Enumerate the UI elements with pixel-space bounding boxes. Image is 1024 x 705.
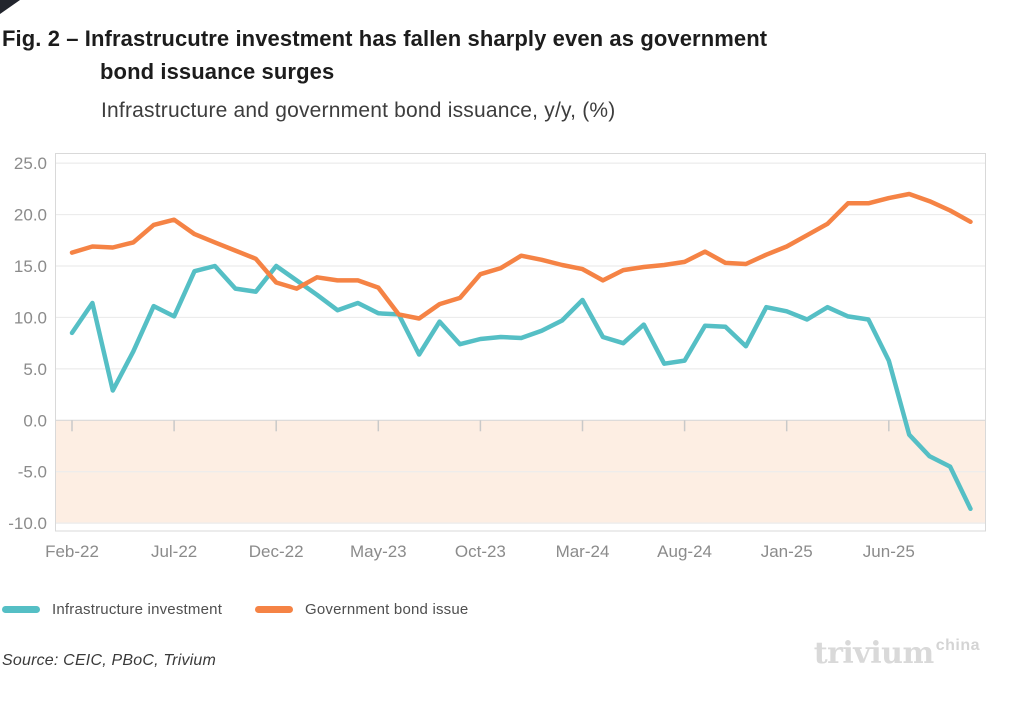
series-line-government-bond-issue [69,191,973,321]
y-tick-label: 5.0 [23,360,47,379]
chart-area: 25.0 20.0 15.0 10.0 5.0 0.0 -5.0 -10.0 Feb-22 Jul… [0,140,1024,580]
y-tick-label: -10.0 [8,514,47,533]
y-tick-label: 0.0 [23,411,47,430]
chart-subtitle: Infrastructure and government bond issua… [101,99,616,122]
y-axis-labels: 25.0 20.0 15.0 10.0 5.0 0.0 -5.0 -10.0 [8,154,47,533]
x-tick-label: Jun-25 [863,542,915,561]
x-tick-label: Mar-24 [556,542,610,561]
y-tick-label: 10.0 [14,308,47,327]
logo-suffix-text: china [935,637,980,654]
legend-item-infrastructure-investment: Infrastructure investment [2,597,222,621]
figure-title-line2: bond issuance surges [100,59,335,84]
logo-brand-text: trivium [813,636,934,671]
x-tick-label: Jan-25 [761,542,813,561]
plot-border [55,153,986,532]
infrastructure-bond-line-chart: 25.0 20.0 15.0 10.0 5.0 0.0 -5.0 -10.0 Feb-22 Jul… [8,153,986,561]
figure-title-line1: Fig. 2 – Infrastrucutre investment has f… [2,26,768,51]
y-tick-label: -5.0 [18,463,47,482]
x-tick-label: Aug-24 [657,542,712,561]
government-bond-line-swatch-icon [255,605,293,613]
x-tick-label: May-23 [350,542,407,561]
x-tick-label: Dec-22 [249,542,304,561]
trivium-china-logo: trivium china [814,636,980,671]
chart-legend: Infrastructure investment Government bon… [2,597,702,621]
x-tick-label: Jul-22 [151,542,197,561]
legend-label-infrastructure: Infrastructure investment [52,600,223,618]
y-tick-label: 20.0 [14,206,47,225]
y-tick-label: 25.0 [14,154,47,173]
infrastructure-line-swatch-icon [2,605,40,613]
source-note: Source: CEIC, PBoC, Trivium [2,652,217,669]
legend-label-government-bond: Government bond issue [305,600,469,618]
x-tick-label: Oct-23 [455,542,506,561]
trivium-corner-mark [0,0,20,14]
x-axis-ticks-and-labels: Feb-22 Jul-22 Dec-22 May-23 Oct-23 Mar-24 Aug-… [45,420,915,561]
x-tick-label: Feb-22 [45,542,99,561]
series-line-infrastructure-investment [69,263,973,512]
y-tick-label: 15.0 [14,257,47,276]
legend-item-government-bond-issue: Government bond issue [255,597,468,621]
